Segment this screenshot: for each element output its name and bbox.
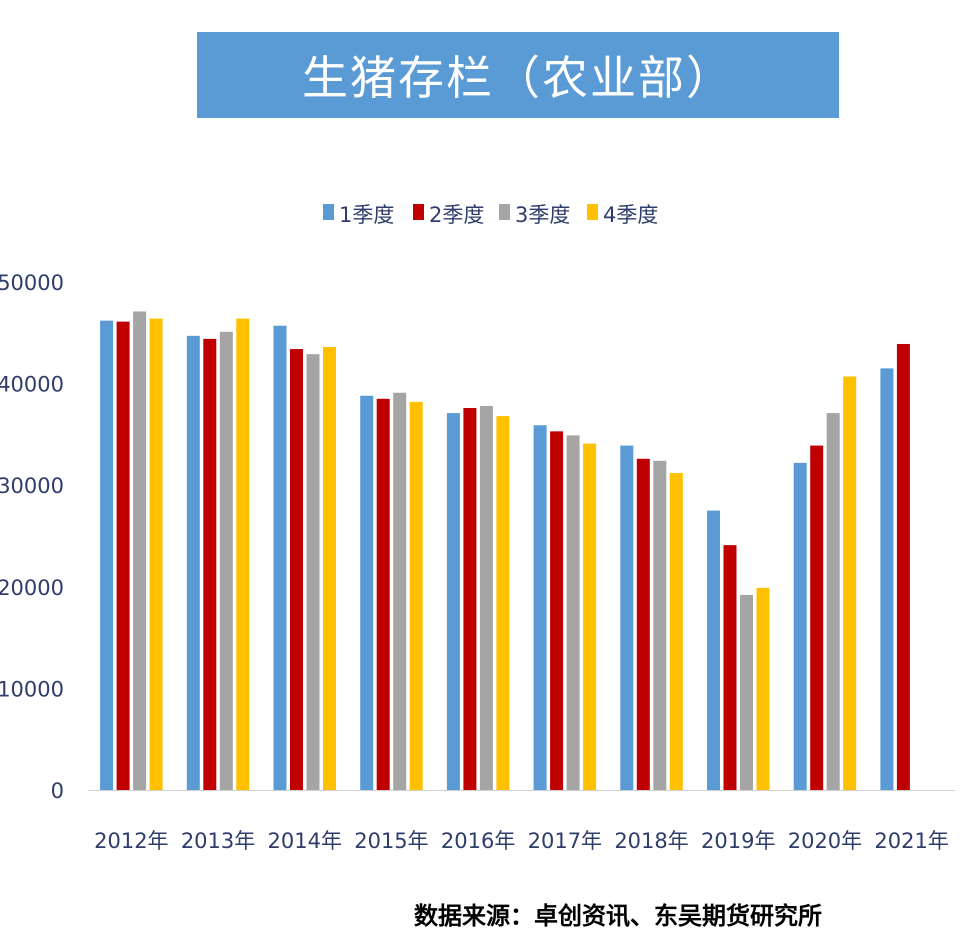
bar: [409, 401, 423, 790]
bar: [116, 321, 130, 790]
bar: [323, 347, 336, 790]
y-tick-label: 40000: [0, 373, 64, 397]
bar: [100, 320, 114, 790]
x-tick-label: 2018年: [614, 829, 688, 853]
bar: [620, 445, 634, 790]
bar: [843, 376, 857, 790]
legend-swatch: [323, 204, 334, 220]
bar: [669, 473, 683, 790]
x-tick-label: 2013年: [181, 829, 255, 853]
bar: [290, 349, 303, 790]
bar: [479, 405, 493, 790]
bar: [880, 368, 894, 790]
x-tick-label: 2016年: [441, 829, 515, 853]
bar: [636, 458, 650, 790]
bar: [133, 311, 147, 790]
bar: [896, 343, 910, 790]
legend-label: 2季度: [429, 203, 484, 227]
y-tick-label: 50000: [0, 271, 64, 295]
y-tick-label: 20000: [0, 576, 64, 600]
bar: [740, 594, 753, 790]
bar: [360, 395, 374, 790]
bar: [723, 545, 737, 790]
bar: [653, 460, 667, 790]
bar: [463, 407, 477, 790]
bar: [203, 338, 217, 790]
bar: [236, 318, 250, 790]
x-tick-label: 2019年: [701, 829, 775, 853]
chart-title: 生猪存栏（农业部）: [302, 51, 734, 105]
x-tick-label: 2021年: [874, 829, 948, 853]
x-tick-label: 2020年: [788, 829, 862, 853]
y-tick-label: 30000: [0, 474, 64, 498]
legend-label: 4季度: [603, 203, 658, 227]
bar: [219, 331, 233, 790]
x-tick-label: 2014年: [268, 829, 342, 853]
legend-label: 3季度: [515, 203, 570, 227]
legend-label: 1季度: [339, 203, 394, 227]
title-banner: 生猪存栏（农业部）: [197, 32, 839, 118]
bar: [793, 462, 807, 790]
legend-swatch: [587, 204, 598, 220]
bar: [273, 325, 287, 790]
bar: [550, 431, 564, 790]
source-note: 数据来源：卓创资讯、东吴期货研究所: [414, 902, 822, 930]
bar: [446, 413, 460, 790]
legend-swatch: [499, 204, 510, 220]
bar: [756, 587, 770, 790]
y-tick-label: 0: [51, 779, 64, 803]
bar: [826, 413, 840, 790]
bar: [583, 443, 597, 790]
bar: [533, 425, 547, 790]
bar: [566, 435, 580, 790]
bar: [149, 318, 163, 790]
bar: [306, 354, 320, 790]
bar: [186, 335, 200, 790]
bar: [376, 398, 390, 790]
x-tick-label: 2015年: [354, 829, 428, 853]
y-tick-label: 10000: [0, 677, 64, 701]
bar: [393, 392, 407, 790]
bar: [707, 510, 720, 790]
x-tick-label: 2017年: [528, 829, 602, 853]
x-tick-label: 2012年: [94, 829, 168, 853]
legend-swatch: [413, 204, 424, 220]
bar: [810, 445, 824, 790]
bar: [496, 416, 510, 790]
